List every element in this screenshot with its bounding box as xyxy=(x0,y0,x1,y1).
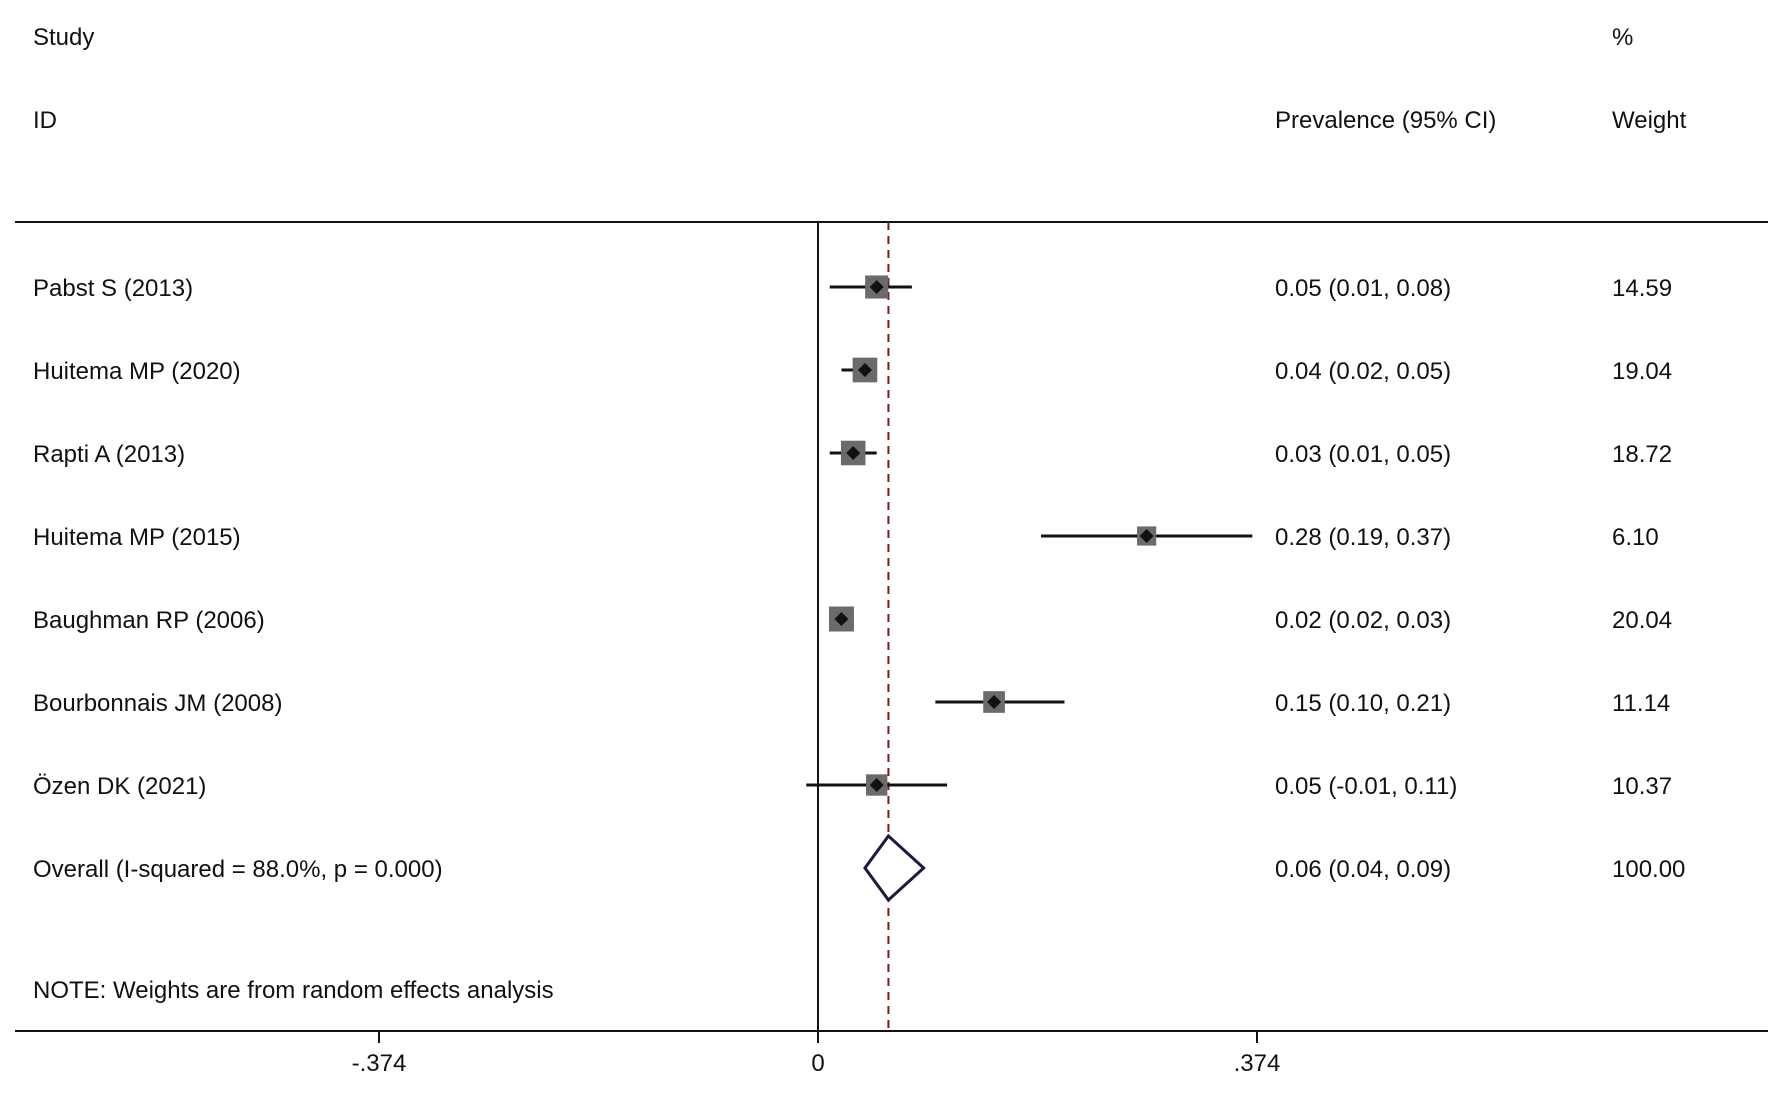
header-study: Study xyxy=(33,24,95,51)
study-ci-text: 0.02 (0.02, 0.03) xyxy=(1275,607,1451,634)
overall-ci-text: 0.06 (0.04, 0.09) xyxy=(1275,856,1451,883)
study-label: Huitema MP (2015) xyxy=(33,524,241,551)
header-weight: Weight xyxy=(1612,107,1687,134)
study-weight-text: 14.59 xyxy=(1612,275,1672,302)
study-point xyxy=(869,778,884,792)
study-weight-text: 11.14 xyxy=(1612,690,1670,717)
overall-weight-text: 100.00 xyxy=(1612,856,1685,883)
study-ci-text: 0.03 (0.01, 0.05) xyxy=(1275,441,1451,468)
header-percent: % xyxy=(1612,24,1634,51)
study-weight-text: 6.10 xyxy=(1612,524,1659,551)
study-ci-text: 0.15 (0.10, 0.21) xyxy=(1275,690,1451,717)
study-label: Bourbonnais JM (2008) xyxy=(33,690,282,717)
study-weight-text: 10.37 xyxy=(1612,773,1672,800)
study-ci-text: 0.28 (0.19, 0.37) xyxy=(1275,524,1451,551)
study-label: Özen DK (2021) xyxy=(33,773,206,800)
study-label: Pabst S (2013) xyxy=(33,275,193,302)
overall-label: Overall (I-squared = 88.0%, p = 0.000) xyxy=(33,856,443,883)
x-tick-label: 0 xyxy=(811,1050,824,1077)
x-tick-label: .374 xyxy=(1234,1050,1281,1077)
study-point xyxy=(1139,529,1154,543)
study-label: Baughman RP (2006) xyxy=(33,607,265,634)
study-point xyxy=(869,280,884,294)
study-point xyxy=(846,446,861,460)
study-ci-text: 0.04 (0.02, 0.05) xyxy=(1275,358,1451,385)
study-ci-text: 0.05 (-0.01, 0.11) xyxy=(1275,773,1457,800)
study-point xyxy=(834,612,849,626)
study-point xyxy=(987,695,1002,709)
study-label: Huitema MP (2020) xyxy=(33,358,241,385)
overall-diamond xyxy=(863,833,926,903)
study-weight-text: 19.04 xyxy=(1612,358,1672,385)
header-id: ID xyxy=(33,107,57,134)
footnote: NOTE: Weights are from random effects an… xyxy=(33,977,554,1004)
study-weight-text: 20.04 xyxy=(1612,607,1672,634)
study-ci-text: 0.05 (0.01, 0.08) xyxy=(1275,275,1451,302)
study-label: Rapti A (2013) xyxy=(33,441,185,468)
x-tick-label: -.374 xyxy=(352,1050,407,1077)
study-weight-text: 18.72 xyxy=(1612,441,1672,468)
study-point xyxy=(857,363,872,377)
header-ci: Prevalence (95% CI) xyxy=(1275,107,1497,134)
